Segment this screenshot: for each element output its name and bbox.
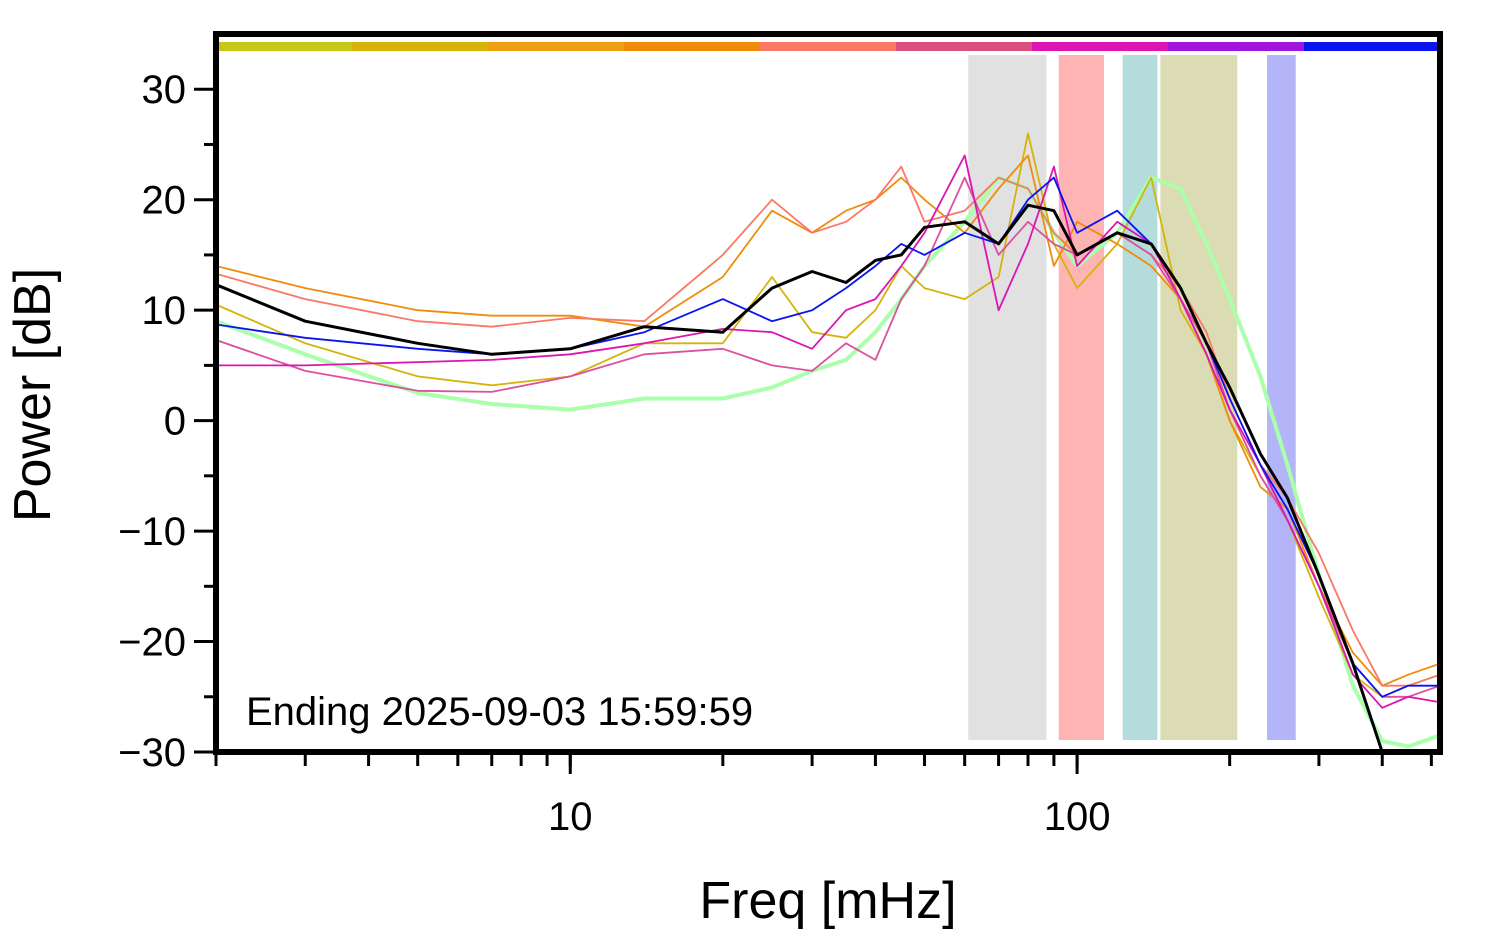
annotation: Ending 2025-09-03 15:59:59 xyxy=(246,690,753,734)
series-line xyxy=(216,203,1384,752)
y-tick-label: 20 xyxy=(142,179,187,223)
y-tick-label: −10 xyxy=(118,510,186,554)
color-bar-segment xyxy=(1032,42,1169,51)
color-bar-segment xyxy=(1168,42,1305,51)
color-bar-segment xyxy=(1304,42,1440,51)
color-bar-segment xyxy=(488,42,625,51)
series-line xyxy=(216,176,1440,698)
color-bar-segment xyxy=(624,42,761,51)
y-tick-label: −30 xyxy=(118,731,186,775)
series-line xyxy=(216,176,1440,698)
shaded-band xyxy=(968,55,1047,740)
x-axis-title: Freq [mHz] xyxy=(699,872,956,930)
shaded-band xyxy=(1267,55,1296,740)
color-bar-segment xyxy=(352,42,489,51)
series-line xyxy=(216,165,1440,687)
axes: Ending 2025-09-03 15:59:59 −30 −20 −10 0 10 20… xyxy=(118,31,1443,839)
y-tick-label: 10 xyxy=(142,289,187,333)
y-tick-label: 0 xyxy=(164,400,186,444)
plot-area xyxy=(216,42,1440,752)
series-line xyxy=(216,154,1440,687)
color-bar-segment xyxy=(760,42,897,51)
x-tick-label: 100 xyxy=(1044,795,1111,839)
color-bar-segment xyxy=(896,42,1033,51)
y-tick-label: 30 xyxy=(142,68,187,112)
plot-frame xyxy=(213,31,1443,755)
series-line xyxy=(216,154,1440,709)
shaded-band xyxy=(1058,55,1105,740)
y-axis-title: Power [dB] xyxy=(4,268,62,522)
color-bar-segment xyxy=(216,42,353,51)
y-tick-label: −20 xyxy=(118,621,186,665)
series-line xyxy=(216,175,1440,749)
shaded-band xyxy=(1122,55,1158,740)
x-tick-label: 10 xyxy=(548,795,593,839)
series-line xyxy=(216,132,1440,698)
